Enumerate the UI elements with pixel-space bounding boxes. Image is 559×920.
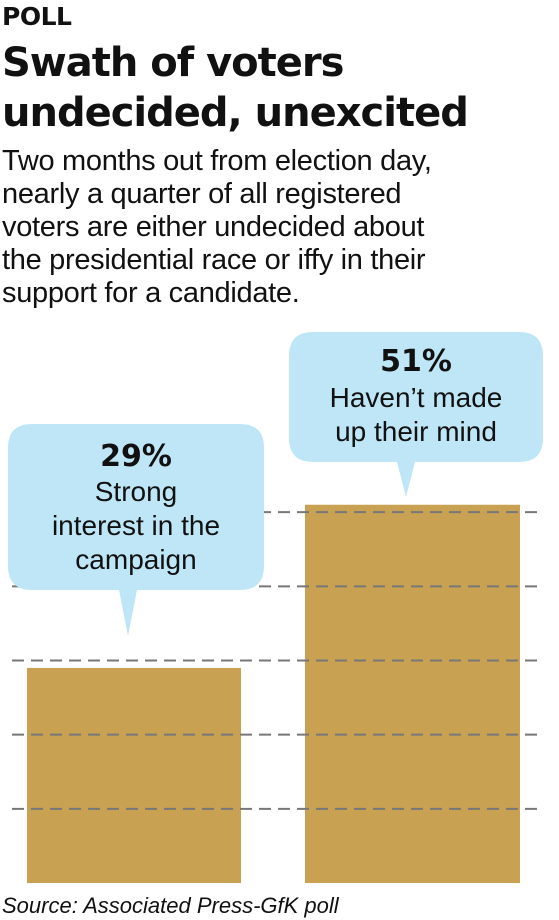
bar [305,504,520,883]
callout-bubble [289,332,543,497]
callout-bubble [8,424,264,636]
value-label: 51% [380,344,452,379]
dek-text: Two months out from election day, nearly… [2,145,558,310]
dek-line: the presidential race or iffy in their [2,244,426,276]
headline-line: undecided, unexcited [2,90,469,136]
dek-line: Two months out from election day, [2,145,432,177]
category-label: interest in the [52,510,220,541]
dek-line: support for a candidate. [2,277,300,309]
bar [27,667,241,883]
source-note: Source: Associated Press-GfK poll [2,893,339,918]
kicker-label: POLL [2,2,72,31]
category-label: Haven’t made [330,382,503,413]
value-label: 29% [100,439,172,474]
category-label: up their mind [335,416,497,447]
dek-line: voters are either undecided about [2,211,425,243]
dek-line: nearly a quarter of all registered [2,178,402,210]
category-label: campaign [75,544,196,575]
headline: Swath of voters undecided, unexcited [2,38,558,138]
category-label: Strong [95,476,178,507]
headline-line: Swath of voters [2,40,344,86]
